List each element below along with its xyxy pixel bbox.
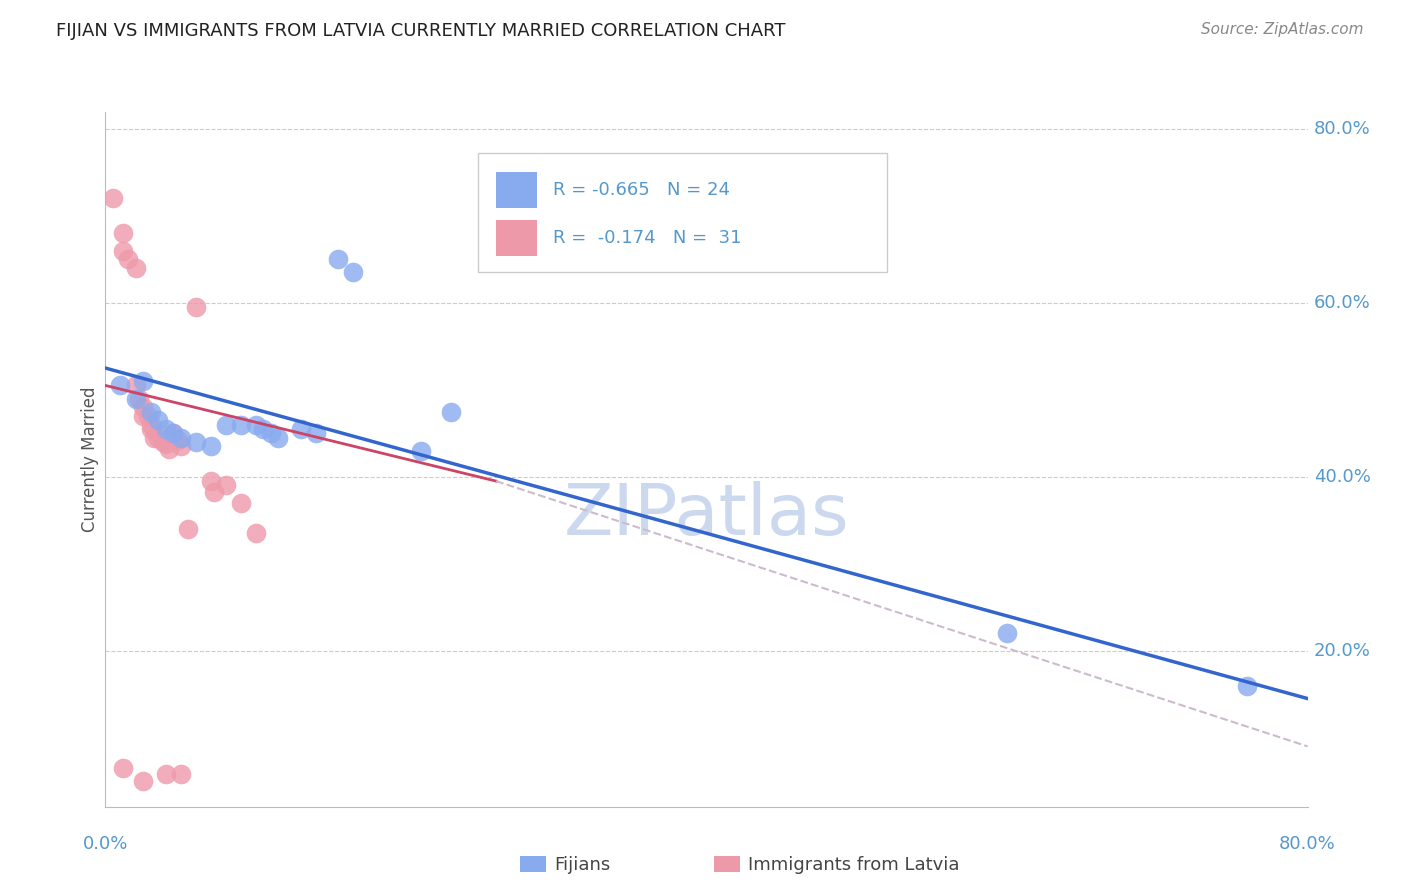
Point bbox=[139, 404, 162, 418]
Bar bbox=[520, 856, 546, 872]
Point bbox=[110, 378, 132, 392]
Text: 60.0%: 60.0% bbox=[1313, 293, 1371, 312]
Point bbox=[136, 409, 159, 423]
Point bbox=[139, 417, 162, 432]
Point bbox=[290, 422, 312, 436]
Text: FIJIAN VS IMMIGRANTS FROM LATVIA CURRENTLY MARRIED CORRELATION CHART: FIJIAN VS IMMIGRANTS FROM LATVIA CURRENT… bbox=[56, 22, 786, 40]
Point bbox=[112, 761, 135, 775]
Point bbox=[328, 252, 350, 267]
Point bbox=[162, 426, 184, 441]
Point bbox=[155, 767, 177, 781]
FancyBboxPatch shape bbox=[496, 172, 537, 208]
Point bbox=[440, 404, 463, 418]
Point bbox=[177, 522, 200, 536]
Point bbox=[128, 392, 150, 406]
Text: Source: ZipAtlas.com: Source: ZipAtlas.com bbox=[1201, 22, 1364, 37]
Point bbox=[267, 431, 290, 445]
Point bbox=[342, 265, 364, 279]
Point bbox=[155, 436, 177, 450]
Point bbox=[202, 485, 225, 500]
Point bbox=[229, 496, 252, 510]
Text: 40.0%: 40.0% bbox=[1313, 467, 1371, 486]
Point bbox=[157, 442, 180, 456]
Point bbox=[200, 439, 222, 453]
Text: Fijians: Fijians bbox=[554, 856, 610, 874]
Point bbox=[117, 252, 139, 267]
Point bbox=[124, 392, 146, 406]
Point bbox=[132, 400, 155, 414]
Point bbox=[146, 413, 169, 427]
Point bbox=[101, 192, 124, 206]
Point bbox=[184, 300, 207, 314]
Point bbox=[132, 774, 155, 789]
Point bbox=[169, 767, 191, 781]
Point bbox=[260, 426, 283, 441]
Point bbox=[152, 435, 174, 450]
Point bbox=[146, 431, 169, 445]
Text: 0.0%: 0.0% bbox=[83, 835, 128, 853]
Point bbox=[409, 443, 432, 458]
Text: R = -0.665   N = 24: R = -0.665 N = 24 bbox=[553, 181, 730, 199]
Text: Immigrants from Latvia: Immigrants from Latvia bbox=[748, 856, 959, 874]
Point bbox=[1236, 678, 1258, 692]
Point bbox=[166, 434, 188, 448]
Point bbox=[132, 374, 155, 388]
Text: 80.0%: 80.0% bbox=[1279, 835, 1336, 853]
Y-axis label: Currently Married: Currently Married bbox=[80, 386, 98, 533]
Point bbox=[155, 422, 177, 436]
Text: R =  -0.174   N =  31: R = -0.174 N = 31 bbox=[553, 229, 741, 247]
Point bbox=[142, 431, 165, 445]
Point bbox=[132, 409, 155, 423]
Point bbox=[112, 244, 135, 258]
Point bbox=[184, 435, 207, 450]
Point bbox=[214, 478, 236, 492]
Point bbox=[169, 439, 191, 453]
Point bbox=[200, 474, 222, 488]
Point bbox=[124, 378, 146, 392]
Text: 20.0%: 20.0% bbox=[1313, 641, 1371, 660]
Point bbox=[252, 422, 274, 436]
Point bbox=[229, 417, 252, 432]
Point bbox=[124, 260, 146, 275]
Text: 80.0%: 80.0% bbox=[1313, 120, 1371, 138]
Point bbox=[245, 417, 267, 432]
Point bbox=[995, 626, 1018, 640]
Bar bbox=[714, 856, 740, 872]
FancyBboxPatch shape bbox=[496, 220, 537, 256]
Point bbox=[162, 426, 184, 441]
Point bbox=[139, 422, 162, 436]
Text: ZIPatlas: ZIPatlas bbox=[564, 481, 849, 549]
Point bbox=[245, 526, 267, 541]
Point bbox=[169, 431, 191, 445]
Point bbox=[112, 226, 135, 240]
FancyBboxPatch shape bbox=[478, 153, 887, 271]
Point bbox=[305, 426, 328, 441]
Point bbox=[214, 417, 236, 432]
